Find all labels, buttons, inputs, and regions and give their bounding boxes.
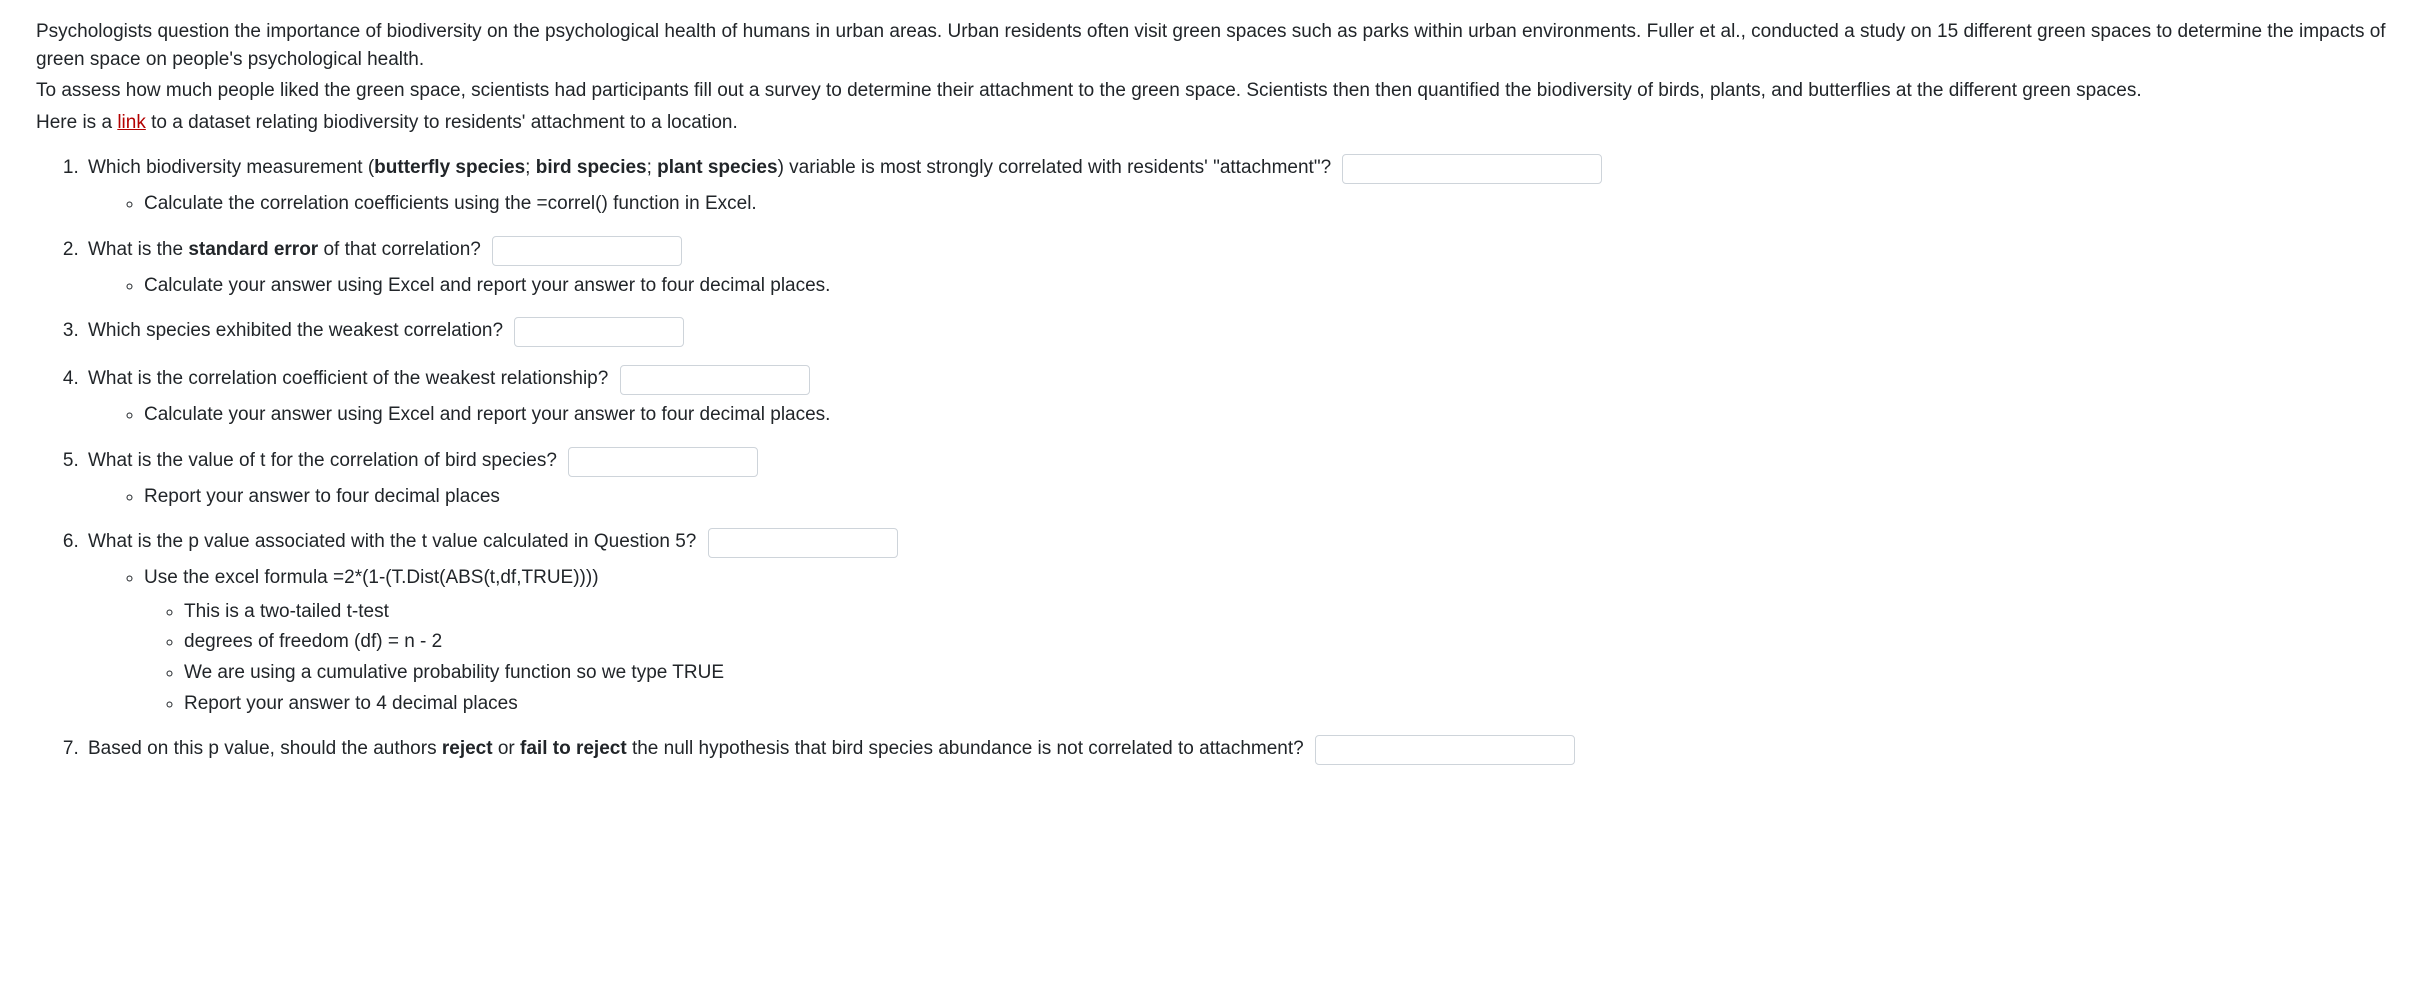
question-2: What is the standard error of that corre…	[84, 236, 2388, 300]
q5-text: What is the value of t for the correlati…	[88, 450, 557, 471]
question-7: Based on this p value, should the author…	[84, 735, 2388, 765]
question-6: What is the p value associated with the …	[84, 528, 2388, 717]
q6-sub-1b: degrees of freedom (df) = n - 2	[184, 628, 2388, 656]
q4-text: What is the correlation coefficient of t…	[88, 368, 608, 389]
q7-text-pre: Based on this p value, should the author…	[88, 738, 442, 759]
q6-sub-1a: This is a two-tailed t-test	[184, 598, 2388, 626]
q7-bold-fail: fail to reject	[520, 738, 627, 759]
intro-paragraph-2: To assess how much people liked the gree…	[36, 77, 2388, 105]
q3-answer-input[interactable]	[514, 317, 684, 347]
q2-answer-input[interactable]	[492, 236, 682, 266]
question-5: What is the value of t for the correlati…	[84, 447, 2388, 511]
q4-answer-input[interactable]	[620, 365, 810, 395]
q5-sub-1: Report your answer to four decimal place…	[144, 483, 2388, 511]
q2-bold-se: standard error	[188, 239, 318, 260]
q1-bold-bird: bird species	[536, 157, 647, 178]
question-1: Which biodiversity measurement (butterfl…	[84, 154, 2388, 218]
q2-text-pre: What is the	[88, 239, 188, 260]
q7-text-post: the null hypothesis that bird species ab…	[627, 738, 1304, 759]
q3-text: Which species exhibited the weakest corr…	[88, 320, 503, 341]
q1-text-post: ) variable is most strongly correlated w…	[778, 157, 1332, 178]
q2-text-post: of that correlation?	[318, 239, 481, 260]
question-list: Which biodiversity measurement (butterfl…	[36, 154, 2388, 765]
q1-answer-input[interactable]	[1342, 154, 1602, 184]
q6-answer-input[interactable]	[708, 528, 898, 558]
q1-bold-plant: plant species	[657, 157, 777, 178]
q4-sub-1: Calculate your answer using Excel and re…	[144, 401, 2388, 429]
q7-answer-input[interactable]	[1315, 735, 1575, 765]
q1-sub-1: Calculate the correlation coefficients u…	[144, 190, 2388, 218]
question-3: Which species exhibited the weakest corr…	[84, 317, 2388, 347]
q2-sub-1: Calculate your answer using Excel and re…	[144, 272, 2388, 300]
q1-bold-butterfly: butterfly species	[374, 157, 525, 178]
intro-p3-pre: Here is a	[36, 112, 117, 133]
q6-sub-1c: We are using a cumulative probability fu…	[184, 659, 2388, 687]
intro-paragraph-1: Psychologists question the importance of…	[36, 18, 2388, 73]
intro-p3-post: to a dataset relating biodiversity to re…	[146, 112, 738, 133]
q6-text: What is the p value associated with the …	[88, 531, 696, 552]
q1-text-pre: Which biodiversity measurement (	[88, 157, 374, 178]
q5-answer-input[interactable]	[568, 447, 758, 477]
dataset-link[interactable]: link	[117, 112, 146, 133]
question-4: What is the correlation coefficient of t…	[84, 365, 2388, 429]
q7-bold-reject: reject	[442, 738, 493, 759]
intro-paragraph-3: Here is a link to a dataset relating bio…	[36, 109, 2388, 137]
q6-sub-1d: Report your answer to 4 decimal places	[184, 690, 2388, 718]
q6-sub-1: Use the excel formula =2*(1-(T.Dist(ABS(…	[144, 564, 2388, 717]
